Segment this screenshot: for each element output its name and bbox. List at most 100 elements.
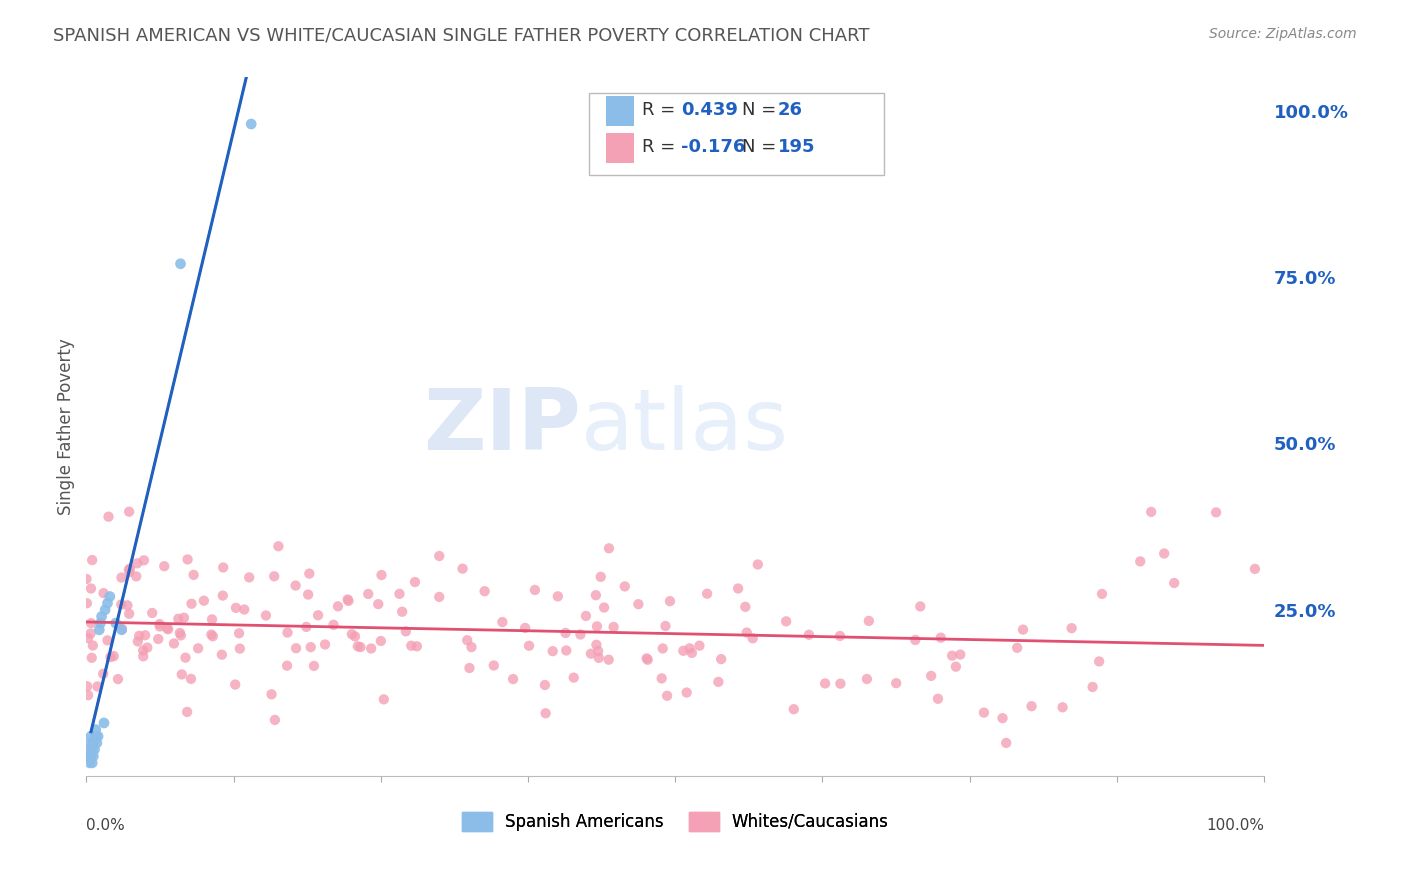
- Point: [991, 711, 1014, 725]
- Point: [79, 736, 101, 750]
- Point: [370, 634, 392, 648]
- Point: [1005, 640, 1028, 655]
- Point: [360, 641, 382, 656]
- Point: [688, 639, 710, 653]
- Point: [340, 627, 363, 641]
- Point: [395, 624, 418, 639]
- Point: [82, 756, 104, 770]
- Point: [149, 617, 172, 632]
- Point: [858, 614, 880, 628]
- Point: [80, 749, 103, 764]
- Point: [534, 706, 557, 721]
- Point: [93, 715, 115, 730]
- Text: atlas: atlas: [581, 385, 789, 468]
- Text: 0.439: 0.439: [681, 101, 738, 119]
- Y-axis label: Single Father Poverty: Single Father Poverty: [58, 338, 75, 516]
- Point: [77, 742, 100, 756]
- Point: [727, 582, 749, 596]
- Point: [264, 713, 287, 727]
- Point: [77, 688, 100, 702]
- Point: [263, 569, 285, 583]
- Point: [523, 582, 546, 597]
- Text: ZIP: ZIP: [423, 385, 581, 468]
- Point: [180, 597, 202, 611]
- Point: [541, 644, 564, 658]
- Point: [76, 572, 98, 586]
- Point: [637, 653, 659, 667]
- Point: [118, 505, 141, 519]
- Point: [598, 653, 620, 667]
- Point: [884, 676, 907, 690]
- Point: [1091, 587, 1114, 601]
- Point: [170, 667, 193, 681]
- Point: [1088, 655, 1111, 669]
- Point: [710, 652, 733, 666]
- Point: [91, 666, 114, 681]
- Point: [187, 641, 209, 656]
- FancyBboxPatch shape: [606, 133, 634, 162]
- Point: [93, 586, 115, 600]
- Point: [460, 640, 482, 654]
- Point: [349, 640, 371, 654]
- Point: [180, 672, 202, 686]
- Point: [228, 626, 250, 640]
- Point: [82, 736, 104, 750]
- Point: [575, 609, 598, 624]
- Point: [322, 617, 344, 632]
- Point: [176, 552, 198, 566]
- Point: [118, 562, 141, 576]
- Point: [76, 749, 98, 764]
- Point: [107, 672, 129, 686]
- Point: [302, 659, 325, 673]
- Point: [127, 557, 149, 571]
- Point: [111, 623, 134, 637]
- Point: [127, 634, 149, 648]
- Point: [326, 599, 349, 614]
- Point: [176, 705, 198, 719]
- Point: [655, 689, 678, 703]
- Point: [89, 616, 111, 631]
- Point: [502, 672, 524, 686]
- Point: [212, 560, 235, 574]
- Point: [586, 619, 609, 633]
- Point: [651, 641, 673, 656]
- Point: [82, 749, 104, 764]
- Point: [84, 729, 107, 743]
- Point: [995, 736, 1018, 750]
- Point: [373, 692, 395, 706]
- Point: [1205, 505, 1227, 519]
- Point: [856, 672, 879, 686]
- Point: [920, 669, 942, 683]
- Point: [79, 626, 101, 640]
- Point: [1129, 554, 1152, 568]
- Point: [314, 637, 336, 651]
- Point: [357, 587, 380, 601]
- Point: [579, 647, 602, 661]
- Point: [636, 651, 658, 665]
- Point: [929, 631, 952, 645]
- Point: [76, 596, 98, 610]
- Point: [157, 622, 180, 636]
- Point: [783, 702, 806, 716]
- Point: [200, 627, 222, 641]
- Point: [585, 638, 607, 652]
- Point: [89, 623, 111, 637]
- Point: [830, 676, 852, 690]
- Point: [167, 612, 190, 626]
- Point: [336, 592, 359, 607]
- Point: [427, 590, 450, 604]
- Point: [391, 605, 413, 619]
- Point: [586, 644, 609, 658]
- Point: [285, 641, 308, 656]
- Point: [82, 639, 104, 653]
- Point: [169, 626, 191, 640]
- Point: [83, 742, 105, 756]
- Point: [696, 587, 718, 601]
- Point: [201, 629, 224, 643]
- Point: [254, 608, 277, 623]
- Text: R =: R =: [643, 101, 682, 119]
- Point: [134, 628, 156, 642]
- Point: [678, 641, 700, 656]
- Text: SPANISH AMERICAN VS WHITE/CAUCASIAN SINGLE FATHER POVERTY CORRELATION CHART: SPANISH AMERICAN VS WHITE/CAUCASIAN SING…: [53, 27, 870, 45]
- Point: [201, 612, 224, 626]
